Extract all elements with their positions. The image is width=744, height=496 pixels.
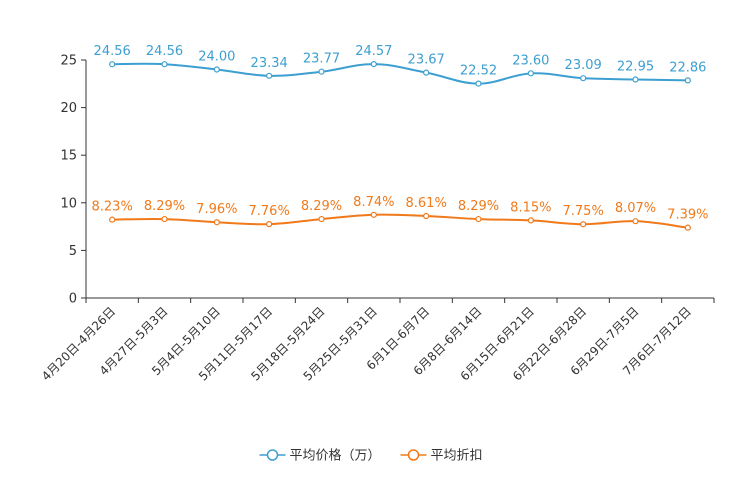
series-line bbox=[112, 213, 688, 229]
y-tick-label: 20 bbox=[60, 101, 77, 116]
legend-item-0[interactable]: 平均价格（万） bbox=[259, 448, 381, 464]
data-label: 8.29% bbox=[301, 199, 342, 214]
data-label: 7.39% bbox=[667, 208, 708, 223]
data-point[interactable] bbox=[318, 68, 325, 75]
legend-marker-icon bbox=[266, 449, 279, 461]
data-label: 7.76% bbox=[249, 204, 290, 219]
data-point[interactable] bbox=[370, 60, 377, 68]
data-label: 8.61% bbox=[406, 196, 447, 211]
data-label: 22.95 bbox=[617, 60, 654, 75]
data-point[interactable] bbox=[423, 212, 430, 220]
data-point[interactable] bbox=[423, 69, 430, 76]
x-axis-ticks: 4月20日-4月26日4月27日-5月3日5月4日-5月10日5月11日-5月1… bbox=[39, 298, 715, 384]
data-point[interactable] bbox=[475, 215, 482, 223]
series-0: 24.56 24.56 24.00 23.34 23.77 24.57 23.67 22.52… bbox=[94, 44, 706, 87]
data-point[interactable] bbox=[213, 66, 220, 73]
data-point[interactable] bbox=[109, 61, 116, 68]
y-axis-ticks: 0 5 10 15 20 25 bbox=[60, 54, 86, 307]
data-point[interactable] bbox=[684, 77, 691, 84]
data-label: 22.52 bbox=[460, 64, 497, 79]
data-label: 24.57 bbox=[355, 44, 392, 59]
y-tick-label: 0 bbox=[69, 292, 77, 307]
data-point[interactable] bbox=[632, 218, 639, 225]
legend-item-1[interactable]: 平均折扣 bbox=[400, 449, 483, 464]
data-label: 7.75% bbox=[563, 204, 604, 219]
data-label: 24.56 bbox=[94, 44, 131, 59]
legend-label: 平均折扣 bbox=[431, 449, 483, 464]
data-label: 7.96% bbox=[196, 202, 237, 217]
data-label: 23.67 bbox=[408, 53, 445, 68]
data-point[interactable] bbox=[370, 211, 377, 218]
data-label: 23.34 bbox=[251, 56, 288, 71]
data-point[interactable] bbox=[580, 75, 587, 82]
data-label: 23.60 bbox=[512, 53, 549, 68]
y-tick-label: 15 bbox=[60, 149, 77, 164]
legend-label: 平均价格（万） bbox=[290, 448, 381, 464]
data-label: 24.00 bbox=[198, 50, 235, 65]
data-label: 8.29% bbox=[458, 199, 499, 214]
data-label: 8.07% bbox=[615, 201, 656, 216]
data-point[interactable] bbox=[318, 215, 325, 223]
data-point[interactable] bbox=[266, 221, 273, 228]
data-point[interactable] bbox=[632, 76, 639, 83]
y-tick-label: 5 bbox=[69, 244, 77, 259]
legend[interactable]: 平均价格（万） 平均折扣 bbox=[259, 448, 483, 464]
data-point[interactable] bbox=[266, 72, 273, 79]
data-point[interactable] bbox=[684, 224, 691, 231]
data-label: 8.15% bbox=[510, 200, 551, 215]
data-label: 8.29% bbox=[144, 199, 185, 214]
data-point[interactable] bbox=[475, 80, 482, 87]
data-point[interactable] bbox=[109, 216, 116, 223]
data-point[interactable] bbox=[527, 217, 534, 224]
data-point[interactable] bbox=[213, 219, 220, 226]
data-label: 23.77 bbox=[303, 52, 340, 67]
data-label: 8.74% bbox=[353, 195, 394, 210]
data-label: 8.23% bbox=[92, 200, 133, 215]
series-line bbox=[112, 62, 688, 85]
series-1: 8.23% 8.29% 7.96% 7.76% 8.29% 8.74% 8.61% 8.29%… bbox=[92, 195, 708, 231]
data-label: 22.86 bbox=[669, 60, 706, 75]
y-tick-label: 10 bbox=[60, 196, 77, 211]
y-tick-label: 25 bbox=[60, 54, 77, 69]
data-label: 24.56 bbox=[146, 44, 183, 59]
axes bbox=[85, 60, 714, 299]
data-label: 23.09 bbox=[565, 58, 602, 73]
data-point[interactable] bbox=[580, 221, 587, 228]
data-point[interactable] bbox=[161, 61, 168, 68]
data-point[interactable] bbox=[161, 215, 168, 223]
series-layer: 24.56 24.56 24.00 23.34 23.77 24.57 23.67 22.52… bbox=[92, 44, 708, 231]
data-point[interactable] bbox=[527, 70, 534, 77]
legend-marker-icon bbox=[407, 449, 420, 461]
